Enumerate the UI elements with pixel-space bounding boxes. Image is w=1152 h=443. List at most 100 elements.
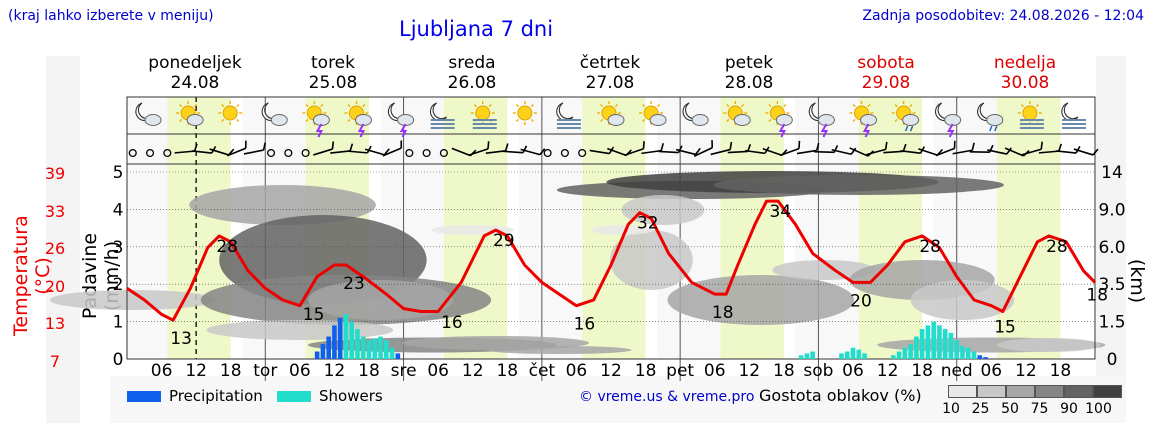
- wind-calm-marker: [284, 148, 293, 158]
- cloud-cover-patch: [713, 175, 1004, 195]
- wind-barb-shaft: [243, 149, 264, 155]
- cloud-shape: [944, 114, 962, 126]
- day-date: 27.08: [585, 73, 635, 93]
- x-tick-label: 06: [289, 361, 311, 381]
- wind-barb-shaft: [952, 149, 973, 155]
- cloud-cover-patch: [189, 185, 376, 225]
- moon-crescent: [429, 102, 448, 122]
- copyright-link[interactable]: © vreme.us & vreme.pro: [579, 389, 755, 405]
- wind-barb-tick: [953, 140, 956, 149]
- wind-barb: [624, 141, 645, 157]
- x-tick-label: 12: [600, 361, 622, 381]
- wind-barb-tick: [1040, 141, 1043, 150]
- sun-ray: [642, 118, 646, 122]
- wind-barb-shaft: [191, 150, 212, 154]
- showers-bar: [908, 344, 913, 359]
- x-tick-label: 06: [704, 361, 726, 381]
- wind-barb-tick: [1092, 148, 1099, 156]
- wind-barb-tick: [244, 140, 247, 149]
- x-tick-label: 18: [1050, 361, 1072, 381]
- wind-barb-tick: [902, 143, 907, 152]
- sun-cloud-icon: [639, 101, 667, 126]
- sun-ray: [236, 104, 240, 108]
- x-tick-label: 12: [185, 361, 207, 381]
- temperature-tick-label: 33: [44, 201, 66, 221]
- wind-barb: [330, 143, 354, 154]
- wind-barb: [987, 147, 1012, 155]
- x-tick-label: 06: [427, 361, 449, 381]
- showers-bar: [844, 351, 850, 359]
- cloud-shape: [902, 114, 920, 126]
- moon-storm-icon: [387, 102, 415, 138]
- wind-barb-shaft: [745, 149, 766, 155]
- sun-ray: [488, 104, 492, 108]
- precipitation-bar: [977, 355, 983, 359]
- wind-calm-marker: [422, 148, 431, 158]
- x-tick-label: čet: [529, 361, 556, 381]
- wind-barb-shaft: [468, 148, 489, 156]
- wind-calm-marker: [543, 148, 552, 158]
- day-name: torek: [311, 53, 355, 73]
- showers-bar: [839, 353, 844, 359]
- temperature-label: 18: [1086, 286, 1108, 306]
- x-tick-label: 18: [773, 361, 795, 381]
- cloud-height-tick-label: 14: [1101, 163, 1123, 183]
- wind-barb-tick: [694, 147, 701, 155]
- lightning-bolt: [399, 123, 408, 138]
- wind-barb-tick: [798, 140, 801, 149]
- cloud-cover-patch: [997, 338, 1101, 352]
- moon-fog-icon: [1061, 102, 1086, 129]
- temperature-label: 29: [493, 231, 515, 251]
- sun-icon: [512, 101, 537, 125]
- location-menu-note[interactable]: (kraj lahko izberete v meniju): [8, 8, 214, 24]
- wind-barb-shaft: [313, 148, 333, 156]
- temperature-tick-label: 39: [44, 164, 66, 183]
- wind-barb: [1073, 148, 1099, 156]
- precip-tick-label: 4: [113, 200, 124, 220]
- showers-bar: [372, 338, 378, 359]
- legend-showers: Showers: [277, 387, 383, 405]
- showers-bar: [355, 329, 360, 359]
- wind-barb-shaft: [900, 149, 921, 155]
- page-title: Ljubljana 7 dni: [399, 17, 554, 41]
- daylight-band: [858, 97, 923, 359]
- temperature-line: [126, 199, 1097, 322]
- x-tick-label: 18: [635, 361, 657, 381]
- temperature-label: 28: [216, 237, 238, 257]
- x-tick-label: 12: [877, 361, 899, 381]
- temperature-label: 16: [574, 315, 596, 335]
- showers-bar: [937, 325, 942, 359]
- showers-bar: [925, 325, 931, 359]
- cloud-cover-patch: [910, 280, 1015, 320]
- temperature-label: 32: [637, 214, 659, 234]
- wind-barb-tick: [193, 143, 198, 152]
- sun-disc: [475, 105, 491, 121]
- temperature-label: 13: [170, 329, 192, 349]
- wind-barb: [779, 140, 801, 157]
- wind-barb-shaft: [796, 149, 817, 155]
- sun-ray: [530, 104, 534, 108]
- wind-barb-shaft: [849, 147, 869, 157]
- wind-barb-shaft: [1038, 150, 1059, 154]
- moon-storm-icon: [935, 102, 962, 138]
- sun-ray: [867, 104, 871, 108]
- sun-ray: [909, 104, 913, 108]
- wind-barb: [710, 141, 733, 156]
- wind-barb-shaft: [883, 150, 904, 154]
- precipitation-bar: [326, 336, 331, 359]
- density-swatch: [948, 385, 977, 398]
- precipitation-bar: [320, 344, 326, 359]
- sun-ray: [221, 118, 225, 122]
- wind-barb: [226, 140, 247, 157]
- sun-ray: [600, 118, 604, 122]
- precip-tick-label: 3: [113, 238, 124, 258]
- moon-cloud-icon: [682, 102, 709, 126]
- cloud-shape: [986, 114, 1004, 126]
- lightning-bolt: [862, 123, 871, 138]
- last-updated: Zadnja posodobitev: 24.08.2026 - 12:04: [862, 8, 1144, 24]
- cloud-cover-patch: [621, 195, 705, 225]
- wind-barb-tick: [677, 145, 683, 153]
- wind-barb-tick: [504, 143, 509, 152]
- x-tick-label: 18: [358, 361, 380, 381]
- temperature-label: 28: [919, 237, 941, 257]
